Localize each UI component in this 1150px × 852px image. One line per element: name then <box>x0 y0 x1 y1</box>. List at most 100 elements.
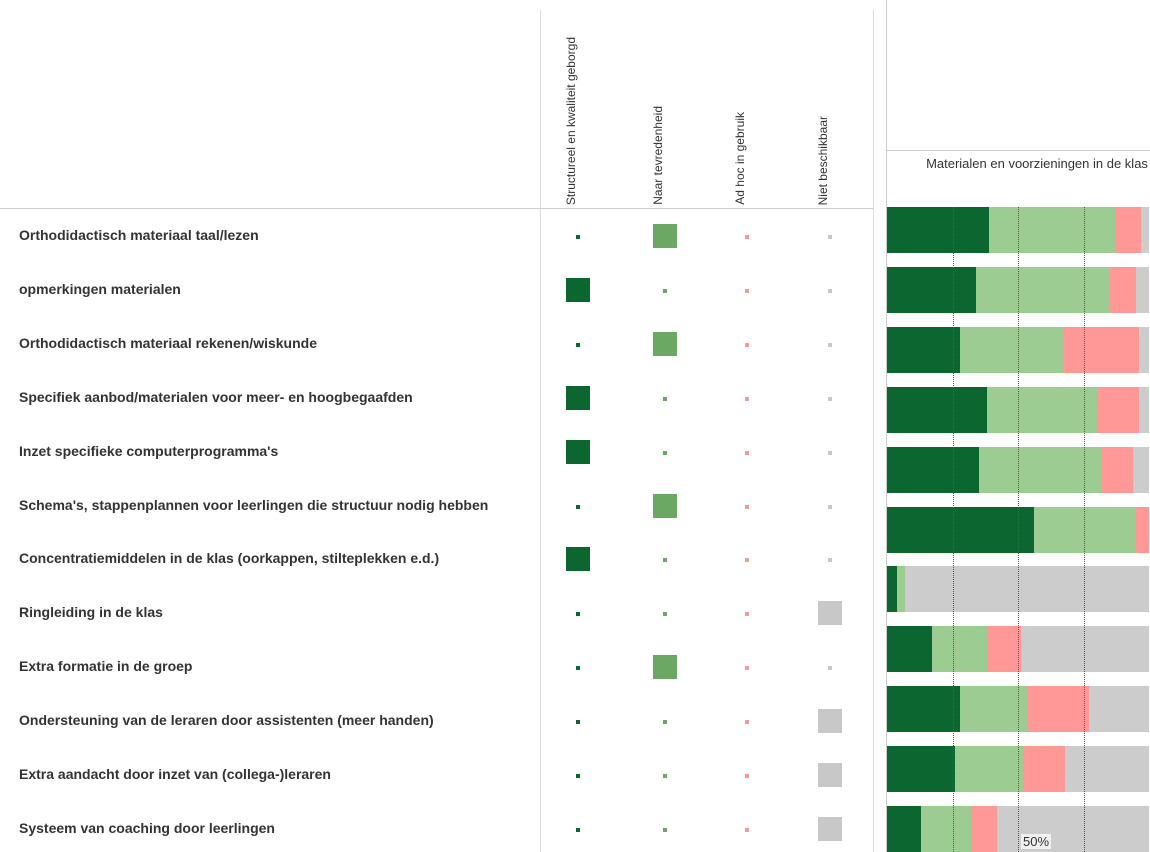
column-header: Naar tevredenheid <box>651 106 665 205</box>
column-header: Ad hoc in gebruik <box>733 112 747 205</box>
marker-dot <box>828 450 832 455</box>
marker-dot <box>576 612 580 617</box>
bar-segment <box>1138 326 1149 373</box>
row-label: Orthodidactisch materiaal taal/lezen <box>19 227 259 243</box>
bar-segment <box>989 207 1115 253</box>
row-label: Concentratiemiddelen in de klas (oorkapp… <box>19 550 440 567</box>
divider <box>873 10 874 852</box>
highlight-square <box>566 439 590 464</box>
marker-dot <box>828 288 832 293</box>
bar-segment <box>1020 626 1149 673</box>
marker-dot <box>745 612 749 617</box>
bar-segment <box>978 446 1102 493</box>
row-label: Inzet specifieke computerprogramma's <box>19 442 279 459</box>
marker-dot <box>745 827 749 832</box>
bar-panel: 50% <box>886 0 1150 852</box>
marker-dot <box>576 774 580 778</box>
marker-dot <box>745 558 749 563</box>
marker-dot <box>745 774 749 778</box>
row-label: Ondersteuning van de leraren door assist… <box>19 712 434 729</box>
bar-segment <box>887 506 1034 553</box>
reference-line <box>1018 207 1019 852</box>
marker-dot <box>576 666 580 671</box>
bar-segment <box>887 266 977 313</box>
bar-segment <box>887 386 987 433</box>
bar-segment <box>1101 446 1134 493</box>
marker-dot <box>663 288 667 293</box>
marker-dot <box>663 612 667 617</box>
bar-segment <box>887 746 956 793</box>
bar-segment <box>1023 746 1066 793</box>
row-label: Extra formatie in de groep <box>19 658 193 675</box>
bar-segment <box>931 626 987 673</box>
row-label: Schema's, stappenplannen voor leerlingen… <box>19 496 489 513</box>
highlight-square <box>818 763 842 787</box>
reference-line <box>1083 207 1085 852</box>
bar-segment <box>955 746 1024 793</box>
marker-dot <box>828 396 832 401</box>
marker-dot <box>745 720 749 725</box>
marker-dot <box>576 504 580 509</box>
row-label: Orthodidactisch materiaal rekenen/wiskun… <box>19 334 317 351</box>
highlight-square <box>818 709 842 734</box>
bar-segment <box>887 207 990 253</box>
reference-line <box>952 207 954 852</box>
bar-segment <box>986 386 1097 433</box>
bar-segment <box>1062 326 1139 373</box>
bar-segment <box>1138 386 1149 433</box>
bar-segment <box>986 626 1021 673</box>
bar-segment <box>1028 686 1089 733</box>
bar-segment <box>887 626 932 673</box>
marker-dot <box>745 450 749 455</box>
marker-dot <box>828 504 832 509</box>
highlight-square <box>653 493 677 518</box>
marker-dot <box>576 342 580 347</box>
bar-segment <box>976 266 1110 313</box>
bar-segment <box>897 566 906 613</box>
bar-segment <box>997 806 1149 852</box>
bar-segment <box>1033 506 1136 553</box>
bar-segment <box>921 806 971 852</box>
bar-segment <box>960 326 1063 373</box>
highlight-square <box>818 601 842 626</box>
bar-segment <box>887 446 979 493</box>
bar-segment <box>1135 266 1149 313</box>
row-label: Specifiek aanbod/materialen voor meer- e… <box>19 388 413 405</box>
bar-segment <box>887 806 922 852</box>
bar-segment <box>1135 506 1149 553</box>
highlight-square <box>653 331 677 356</box>
marker-dot <box>828 558 832 563</box>
marker-dot <box>576 827 580 832</box>
marker-dot <box>828 235 832 239</box>
highlight-square <box>566 385 590 410</box>
divider <box>540 10 541 852</box>
bar-segment <box>887 686 961 733</box>
highlight-square <box>566 547 590 572</box>
highlight-square <box>818 816 842 841</box>
marker-dot <box>663 827 667 832</box>
bar-segment <box>887 566 898 613</box>
row-label: Ringleiding in de klas <box>19 604 163 621</box>
marker-dot <box>663 720 667 725</box>
bar-segment <box>887 326 961 373</box>
marker-dot <box>663 450 667 455</box>
bar-segment <box>1114 207 1142 253</box>
bar-segment <box>905 566 1149 613</box>
row-label: Extra aandacht door inzet van (collega-)… <box>19 766 331 782</box>
row-label: opmerkingen materialen <box>19 280 181 297</box>
bar-segment <box>1109 266 1136 313</box>
highlight-square <box>653 655 677 680</box>
bar-segment <box>1141 207 1149 253</box>
x-tick-label: 50% <box>1021 834 1052 849</box>
marker-dot <box>745 342 749 347</box>
marker-dot <box>745 504 749 509</box>
marker-dot <box>745 666 749 671</box>
marker-dot <box>828 342 832 347</box>
marker-dot <box>663 558 667 563</box>
highlight-square <box>566 277 590 302</box>
header-rule <box>0 208 873 209</box>
bar-segment <box>970 806 998 852</box>
marker-dot <box>576 235 580 239</box>
highlight-square <box>653 224 677 248</box>
